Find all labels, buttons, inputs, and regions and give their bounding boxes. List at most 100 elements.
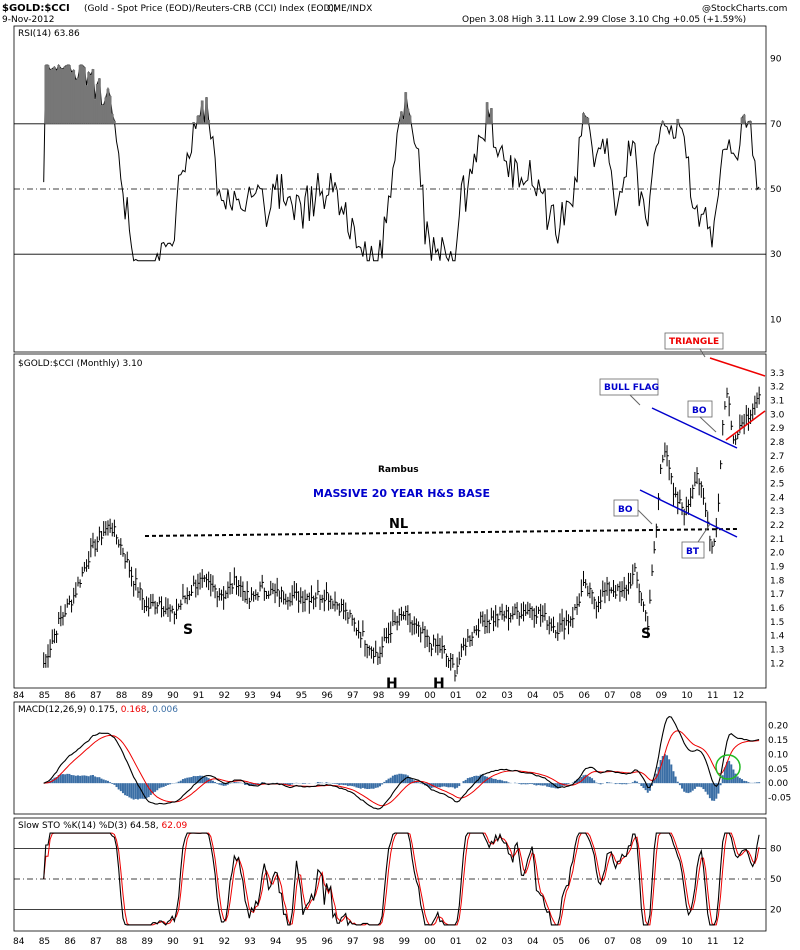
macd-histogram-bar [715,783,718,799]
macd-histogram-bar [443,783,446,787]
macd-histogram-bar [106,780,109,784]
macd-histogram-bar [201,775,204,784]
backtest-label: BT [686,547,700,557]
macd-histogram-bar [100,778,103,784]
macd-histogram-bar [693,783,696,789]
macd-histogram-bar [691,783,694,791]
macd-histogram-bar [222,783,225,786]
price-y-tick: 2.6 [770,466,785,476]
macd-histogram-bar [453,783,456,789]
price-y-tick: 1.2 [770,659,784,669]
rsi-series [14,64,766,263]
macd-histogram-bar [340,783,343,785]
macd-histogram-bar [567,783,570,784]
macd-histogram-bar [674,776,677,784]
x-tick-label: 95 [296,937,307,947]
macd-histogram-bar [496,779,499,784]
macd-histogram-bar [717,783,720,794]
rsi-overbought-fill [61,68,65,124]
price-y-tick: 2.9 [770,424,785,434]
rsi-overbought-fill [110,113,114,124]
macd-histogram-bar [194,776,197,784]
x-tick-label: 09 [656,691,668,701]
macd-histogram-bar [588,776,591,784]
x-tick-label: 10 [681,691,693,701]
macd-histogram-bar [336,783,339,785]
macd-histogram-bar [136,783,139,800]
macd-histogram-bar [708,783,711,799]
macd-histogram-bar [734,773,737,784]
rsi-overbought-fill [44,65,48,124]
macd-histogram-bar [593,780,596,784]
macd-histogram-bar [466,778,469,784]
macd-histogram-bar [621,783,624,785]
x-tick-label: 99 [399,691,411,701]
rsi-overbought-fill [80,65,84,124]
macd-histogram-bar [381,783,384,785]
macd-histogram-bar [226,783,229,785]
macd-histogram-bar [372,783,375,789]
macd-histogram-bar [166,783,169,785]
macd-histogram-bar [68,773,71,784]
macd-histogram-bar [483,776,486,784]
stoch-y-tick: 80 [770,844,782,854]
macd-histogram-bar [428,783,431,787]
macd-histogram-bar [400,773,403,784]
macd-histogram-bar [438,783,441,788]
rsi-overbought-fill [676,118,680,124]
price-y-tick: 1.8 [770,576,785,586]
macd-histogram-bar [391,775,394,784]
rsi-y-tick: 50 [770,185,782,195]
pattern-title: MASSIVE 20 YEAR H&S BASE [313,487,490,500]
macd-histogram-bar [158,783,161,789]
macd-histogram-bar [445,783,448,787]
rsi-overbought-fill [63,66,67,124]
macd-histogram-bar [464,779,467,784]
macd-histogram-bar [505,781,508,784]
price-y-tick: 2.2 [770,521,784,531]
macd-histogram-bar [147,783,150,798]
macd-histogram-bar [419,783,422,784]
macd-histogram-bar [430,783,433,789]
macd-histogram-bar [61,774,64,784]
macd-histogram-bar [597,783,600,784]
rsi-overbought-fill [207,119,211,124]
macd-histogram-bar [74,775,77,784]
macd-histogram-bar [666,755,669,784]
macd-histogram-bar [169,783,172,785]
rsi-overbought-fill [202,122,206,124]
x-tick-label: 08 [630,691,642,701]
macd-histogram-bar [651,783,654,786]
macd-histogram-bar [625,783,628,785]
x-tick-label: 84 [13,691,25,701]
stoch-legend-prefix: Slow STO %K(14) %D(3) [18,821,127,831]
rsi-overbought-fill [89,75,93,124]
price-panel-frame [13,353,767,689]
macd-histogram-bar [687,783,690,794]
price-y-tick: 1.4 [770,632,785,642]
rsi-overbought-fill [57,65,61,124]
price-y-tick: 1.7 [770,590,784,600]
rsi-overbought-fill [661,121,665,124]
macd-histogram-bar [389,777,392,784]
macd-histogram-bar [580,777,583,784]
macd-histogram-bar [349,783,352,786]
macd-histogram-bar [618,783,621,785]
macd-histogram-bar [747,782,750,784]
x-tick-label: 05 [553,691,564,701]
macd-histogram-bar [501,780,504,784]
macd-histogram-bar [64,774,67,784]
triangle-label: TRIANGLE [669,337,719,347]
x-tick-label: 04 [527,691,539,701]
macd-histogram-bar [402,774,405,784]
macd-histogram-bar [471,776,474,784]
x-tick-label: 08 [630,937,642,947]
rsi-overbought-fill [200,100,204,124]
macd-histogram-bar [179,780,182,784]
macd-histogram-bar [736,776,739,784]
rsi-overbought-fill [112,120,116,124]
head-label-1: H [386,676,398,692]
macd-histogram-bar [565,783,568,785]
macd-histogram-bar [141,783,144,799]
x-tick-label: 93 [244,937,255,947]
